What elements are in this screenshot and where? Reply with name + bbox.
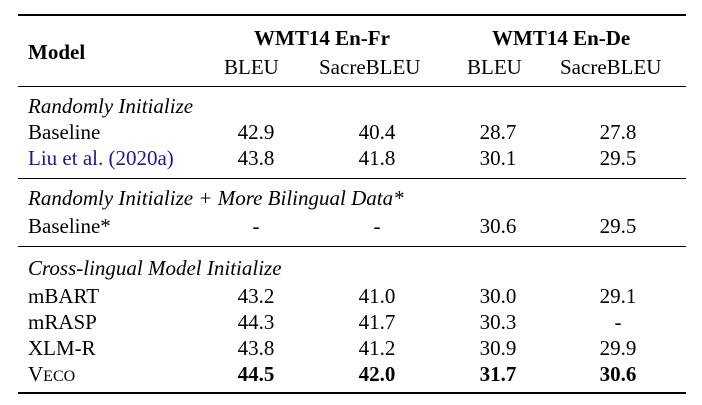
model-name: Baseline xyxy=(28,120,101,144)
cell-bleu-en-de: 30.3 xyxy=(479,310,517,334)
model-name: mRASP xyxy=(28,310,97,334)
section-title-more-bilingual-data: Randomly Initialize + More Bilingual Dat… xyxy=(28,186,404,210)
cell-sacrebleu-en-de: 29.1 xyxy=(599,284,637,308)
cell-bleu-en-fr: 42.9 xyxy=(237,120,275,144)
cell-sacrebleu-en-fr: - xyxy=(373,214,381,238)
table-row: mBART 43.2 41.0 30.0 29.1 xyxy=(0,284,702,308)
section-rule xyxy=(18,178,686,179)
cell-sacrebleu-en-fr: 40.4 xyxy=(358,120,396,144)
top-rule xyxy=(18,14,686,16)
table-row: mRASP 44.3 41.7 30.3 - xyxy=(0,310,702,334)
cell-sacrebleu-en-fr: 41.8 xyxy=(358,146,396,170)
section-title-cross-lingual: Cross-lingual Model Initialize xyxy=(28,256,282,280)
cell-sacrebleu-en-de: 30.6 xyxy=(599,362,637,386)
cell-bleu-en-de: 28.7 xyxy=(479,120,517,144)
cell-sacrebleu-en-de: 29.5 xyxy=(599,214,637,238)
cell-bleu-en-de: 30.1 xyxy=(479,146,517,170)
cell-bleu-en-fr: - xyxy=(252,214,260,238)
header-rule xyxy=(18,86,686,87)
model-name: mBART xyxy=(28,284,100,308)
cell-bleu-en-de: 30.0 xyxy=(479,284,517,308)
cell-sacrebleu-en-de: 29.9 xyxy=(599,336,637,360)
cell-bleu-en-fr: 43.8 xyxy=(237,146,275,170)
column-group-header-en-fr: WMT14 En-Fr xyxy=(254,26,390,50)
section-title-randomly-initialize: Randomly Initialize xyxy=(28,94,194,118)
cell-sacrebleu-en-fr: 41.0 xyxy=(358,284,396,308)
table-row: Baseline 42.9 40.4 28.7 27.8 xyxy=(0,120,702,144)
citation-link[interactable]: Liu et al. (2020a) xyxy=(28,146,174,170)
column-header-bleu-en-fr: BLEU xyxy=(224,55,279,79)
model-name-veco: VECO xyxy=(28,362,76,386)
column-header-model: Model xyxy=(28,40,86,64)
cell-sacrebleu-en-fr: 41.7 xyxy=(358,310,396,334)
cell-bleu-en-fr: 44.3 xyxy=(237,310,275,334)
cell-bleu-en-fr: 44.5 xyxy=(237,362,275,386)
model-name: XLM-R xyxy=(28,336,96,360)
model-name: Baseline* xyxy=(28,214,111,238)
column-header-bleu-en-de: BLEU xyxy=(467,55,522,79)
cell-sacrebleu-en-de: - xyxy=(614,310,622,334)
cell-sacrebleu-en-de: 27.8 xyxy=(599,120,637,144)
column-header-sacrebleu-en-de: SacreBLEU xyxy=(560,55,662,79)
table-row-highlight: VECO 44.5 42.0 31.7 30.6 xyxy=(0,362,702,386)
column-header-sacrebleu-en-fr: SacreBLEU xyxy=(319,55,421,79)
table-row: Liu et al. (2020a) 43.8 41.8 30.1 29.5 xyxy=(0,146,702,170)
cell-bleu-en-de: 30.9 xyxy=(479,336,517,360)
column-group-header-en-de: WMT14 En-De xyxy=(492,26,631,50)
bottom-rule xyxy=(18,392,686,394)
cell-sacrebleu-en-de: 29.5 xyxy=(599,146,637,170)
cell-sacrebleu-en-fr: 41.2 xyxy=(358,336,396,360)
table-row: Baseline* - - 30.6 29.5 xyxy=(0,214,702,238)
cell-bleu-en-de: 31.7 xyxy=(479,362,517,386)
cell-sacrebleu-en-fr: 42.0 xyxy=(358,362,396,386)
cell-bleu-en-fr: 43.2 xyxy=(237,284,275,308)
cell-bleu-en-fr: 43.8 xyxy=(237,336,275,360)
section-rule xyxy=(18,246,686,247)
table-row: XLM-R 43.8 41.2 30.9 29.9 xyxy=(0,336,702,360)
cell-bleu-en-de: 30.6 xyxy=(479,214,517,238)
